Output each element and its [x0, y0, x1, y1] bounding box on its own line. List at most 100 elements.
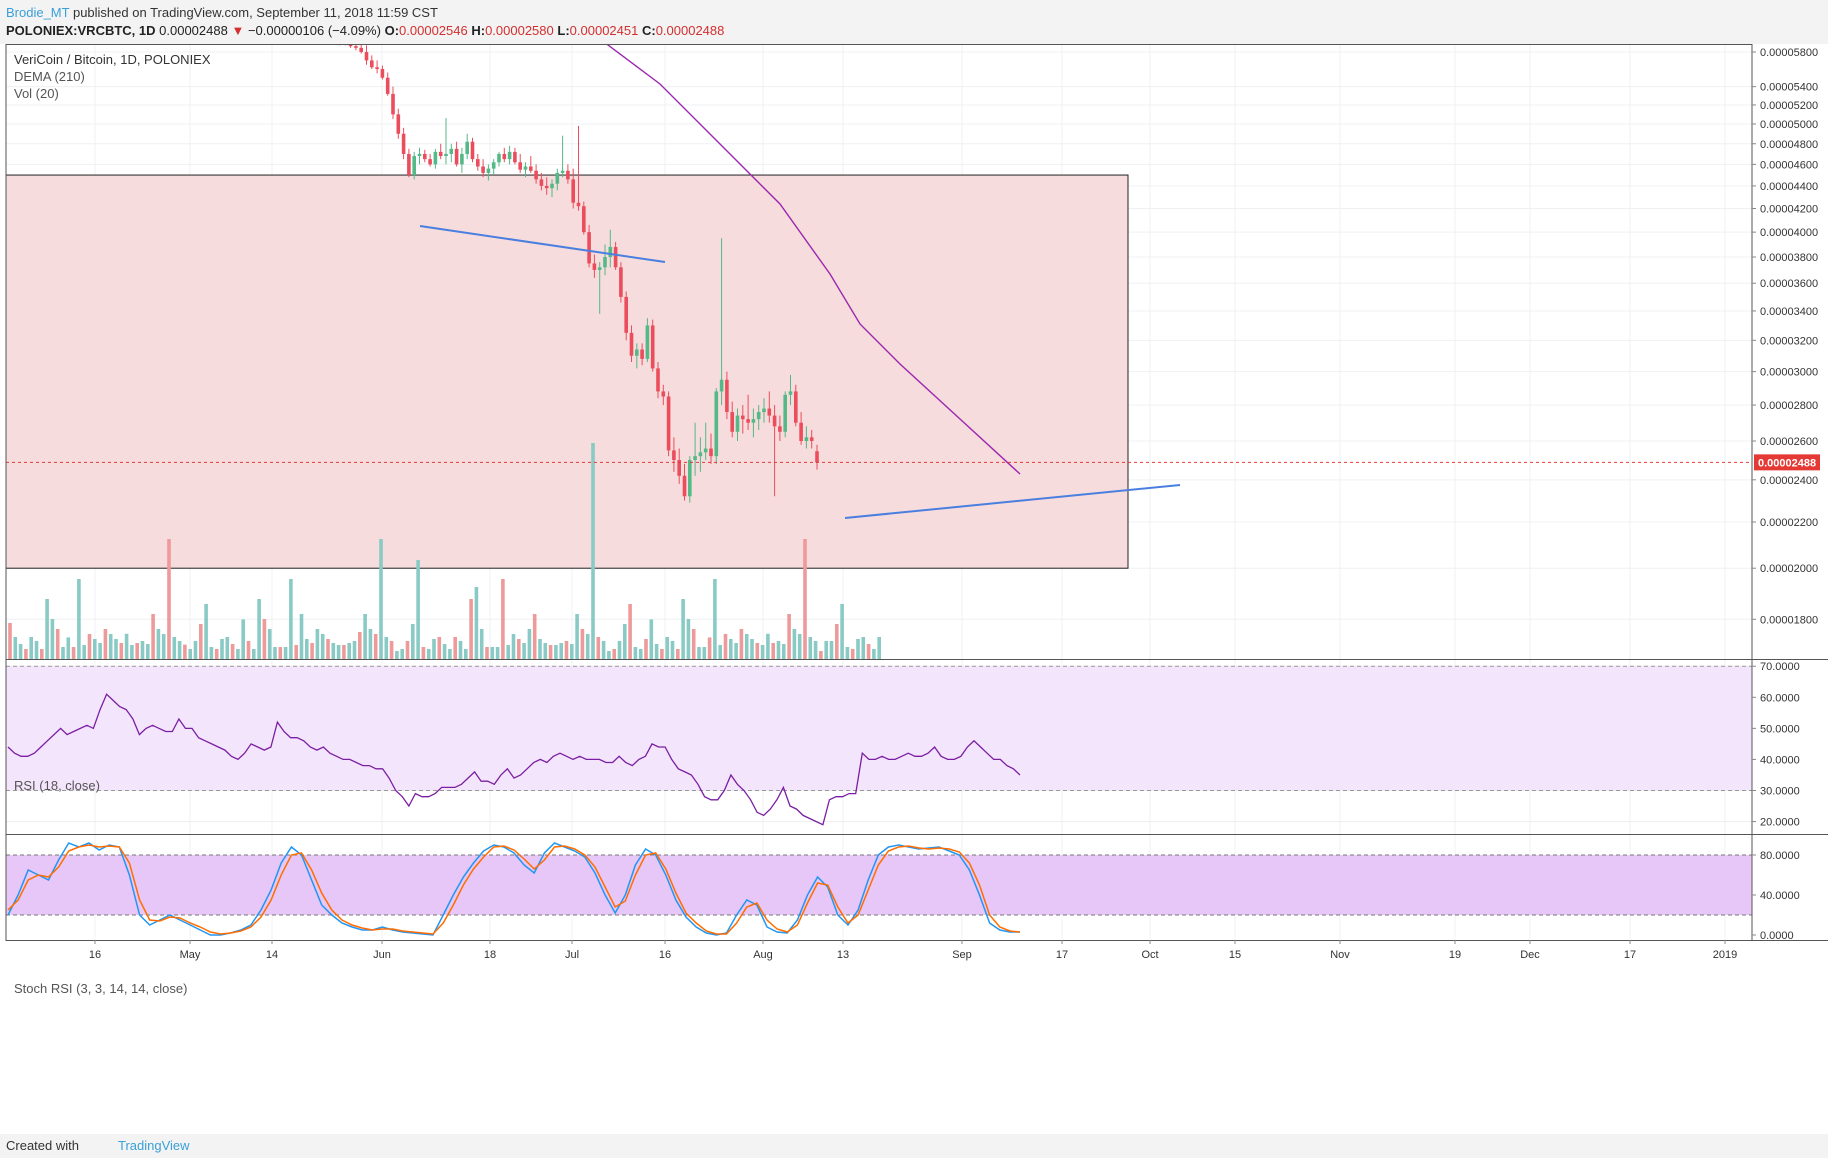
price-tick-label: 0.00003200	[1760, 335, 1818, 347]
indicator-bands	[6, 665, 1752, 916]
candle-body	[725, 379, 729, 413]
footer: Created with TradingView	[0, 1134, 1828, 1158]
volume-bar	[326, 639, 330, 659]
time-axis[interactable]: 16 May 14 Jun 18 Jul 16 Aug 13 Sep 17 Oct 15 Nov 19 Dec…	[89, 940, 1737, 961]
candle-body	[396, 114, 401, 134]
volume-bar	[400, 649, 404, 659]
chart-svg[interactable]: 0.00005800 0.00005400 0.00005200 0.00005000…	[0, 38, 1828, 1134]
volume-bar	[299, 614, 304, 659]
volume-bar	[686, 619, 691, 659]
volume-bar	[575, 614, 579, 659]
support-zone-box[interactable]	[5, 174, 1129, 569]
candle-body	[385, 77, 390, 94]
volume-bar	[241, 619, 245, 659]
candle-body	[470, 141, 475, 160]
candle-body	[698, 452, 703, 457]
created-with-text: Created with	[6, 1138, 79, 1153]
time-tick-label: 18	[484, 949, 496, 961]
volume-bar	[130, 645, 134, 659]
candle-body	[370, 60, 374, 68]
candle-body	[401, 133, 406, 154]
volume-bar	[278, 647, 283, 659]
low-value: 0.00002451	[569, 23, 639, 38]
time-tick-label: May	[180, 949, 201, 961]
volume-bar	[167, 539, 171, 659]
volume-bar	[389, 641, 394, 659]
author-link[interactable]: Brodie_MT	[6, 5, 70, 20]
volume-bar	[856, 639, 860, 659]
candle-body	[507, 151, 512, 160]
time-tick-label: 14	[266, 949, 278, 961]
volume-bar	[45, 599, 49, 659]
price-tick-label: 0.00004600	[1760, 159, 1818, 171]
volume-bar	[707, 637, 712, 659]
volume-bar	[66, 637, 71, 659]
volume-bar	[214, 649, 219, 659]
volume-bar	[591, 443, 595, 659]
volume-bar	[835, 624, 839, 659]
price-tick-label: 0.00005000	[1760, 119, 1818, 131]
volume-bar	[98, 643, 102, 659]
volume-bar	[649, 619, 654, 659]
volume-bar	[819, 651, 823, 659]
candle-body	[476, 159, 480, 167]
volume-bar	[405, 641, 410, 659]
candle-body	[735, 415, 740, 432]
volume-bar	[426, 649, 431, 659]
candle-body	[529, 166, 533, 171]
volume-bar	[24, 649, 28, 659]
volume-bar	[782, 644, 786, 659]
volume-bar	[161, 634, 166, 659]
candle-body	[523, 166, 528, 170]
price-tick-label: 0.00003600	[1760, 278, 1818, 290]
volume-bar	[103, 629, 108, 659]
trendline-lower[interactable]	[844, 484, 1181, 519]
volume-bar	[564, 641, 569, 659]
volume-bar	[607, 651, 611, 659]
volume-bar	[204, 604, 208, 659]
volume-bar	[580, 629, 585, 659]
chart-area[interactable]: 0.00005800 0.00005400 0.00005200 0.00005000…	[0, 38, 1828, 1134]
volume-bar	[289, 579, 293, 659]
candle-body	[380, 69, 385, 78]
tradingview-link[interactable]: TradingView	[118, 1138, 190, 1153]
volume-bar	[283, 647, 288, 659]
volume-bar	[490, 647, 495, 659]
price-tick-label: 0.00004800	[1760, 139, 1818, 151]
volume-bar	[193, 641, 198, 659]
last-price-tag-label: 0.00002488	[1758, 457, 1816, 469]
volume-bar	[448, 649, 452, 659]
candle-body	[677, 460, 681, 476]
volume-bar	[305, 639, 309, 659]
volume-bar	[601, 641, 606, 659]
volume-bar	[543, 643, 548, 659]
candle-body	[714, 391, 719, 457]
candle-body	[799, 422, 803, 442]
volume-bar	[628, 604, 632, 659]
candle-body	[423, 153, 427, 160]
price-tick-label: 0.00005200	[1760, 100, 1818, 112]
change-arrow-icon: ▼	[231, 23, 245, 38]
volume-bar	[654, 644, 659, 659]
volume-bar	[665, 637, 669, 659]
time-tick-label: Aug	[753, 949, 773, 961]
candle-body	[518, 162, 522, 170]
volume-bar	[29, 637, 33, 659]
price-axis[interactable]: 0.00005800 0.00005400 0.00005200 0.00005000…	[1752, 47, 1818, 942]
volume-bar	[522, 643, 526, 659]
candle-body	[815, 451, 819, 463]
volume-bar	[469, 599, 473, 659]
volume-bar	[411, 624, 415, 659]
trendline-upper[interactable]	[419, 225, 666, 263]
price-tick-label: 0.00005400	[1760, 82, 1818, 94]
candle-body	[608, 246, 613, 258]
candle-body	[544, 185, 549, 189]
stoch-tick-label: 80.0000	[1760, 850, 1800, 862]
volume-bar	[532, 614, 537, 659]
stoch-tick-label: 0.0000	[1760, 930, 1794, 942]
volume-bar	[840, 604, 844, 659]
volume-bar	[691, 629, 696, 659]
volume-bar	[792, 629, 797, 659]
volume-bar	[50, 619, 55, 659]
candle-body	[719, 379, 724, 392]
